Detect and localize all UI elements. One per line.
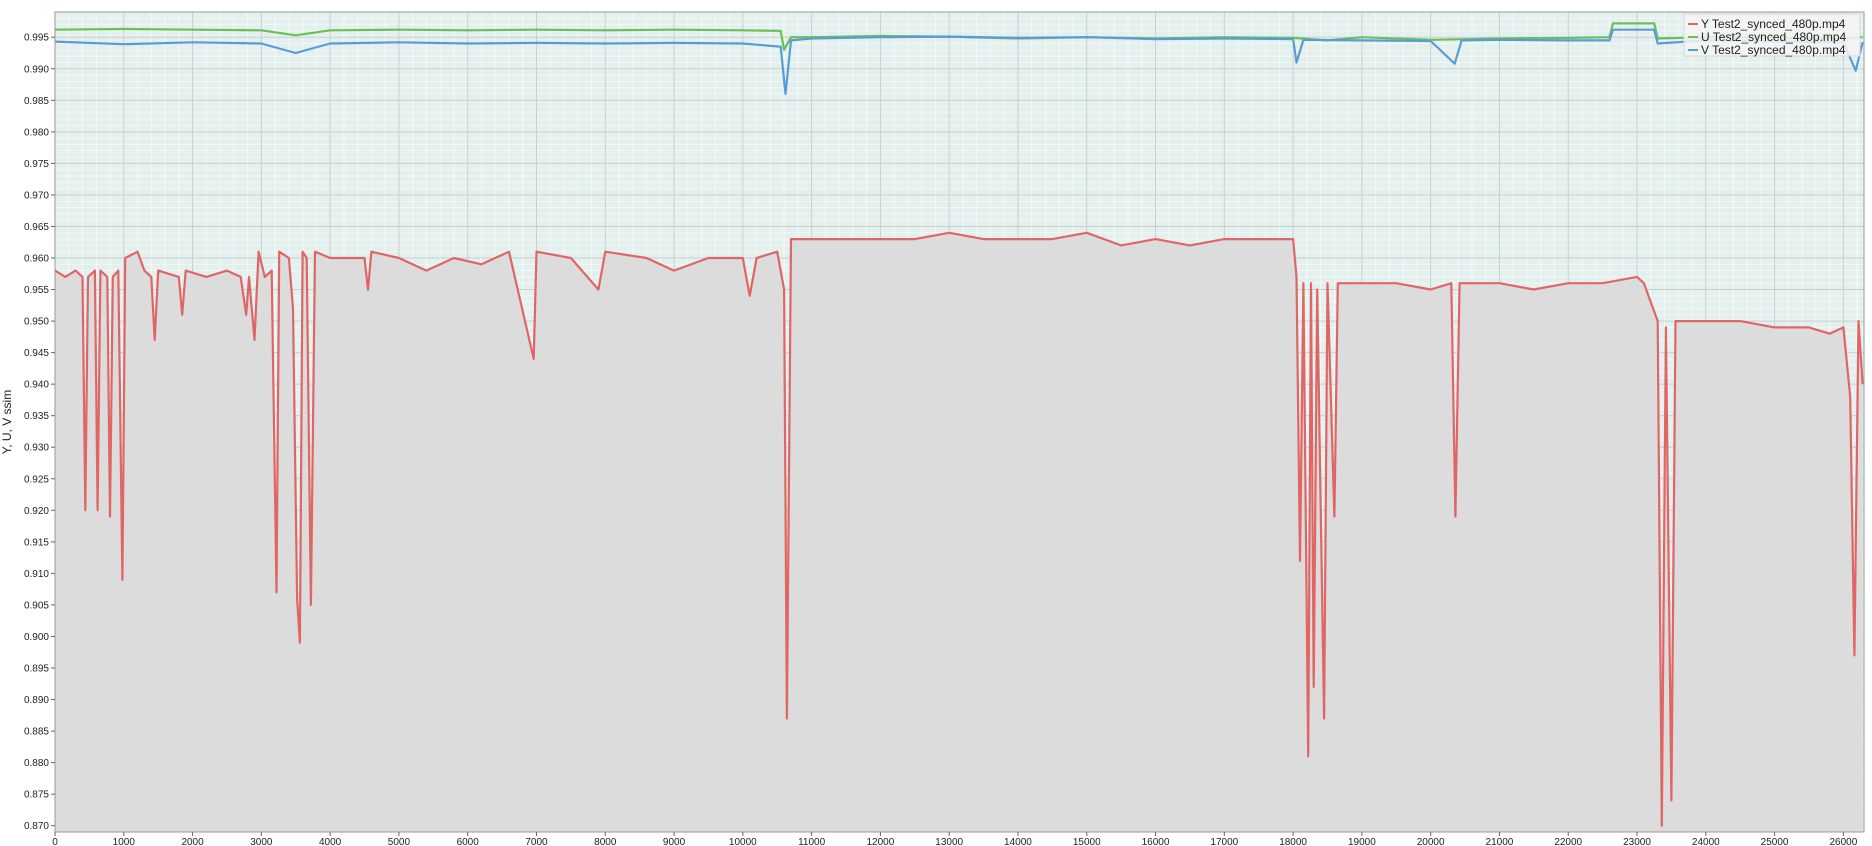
y-tick-label: 0.880 — [24, 758, 49, 769]
y-tick-label: 0.935 — [24, 411, 49, 422]
y-tick-label: 0.915 — [24, 537, 49, 548]
x-tick-label: 20000 — [1417, 837, 1445, 846]
x-tick-label: 24000 — [1692, 837, 1720, 846]
x-tick-label: 6000 — [457, 837, 480, 846]
y-tick-label: 0.985 — [24, 96, 49, 107]
x-tick-label: 4000 — [319, 837, 342, 846]
legend-item-label[interactable]: Y Test2_synced_480p.mp4 — [1701, 17, 1846, 31]
x-tick-label: 15000 — [1073, 837, 1101, 846]
legend-box — [1683, 13, 1861, 57]
y-series-area — [55, 232, 1863, 833]
y-axis-title: Y, U, V ssim — [0, 390, 14, 454]
v-series-line — [54, 28, 1864, 96]
x-tick-label: 7000 — [525, 837, 548, 846]
x-tick-label: 11000 — [798, 837, 826, 846]
x-tick-label: 2000 — [181, 837, 204, 846]
y-tick-label: 0.900 — [24, 632, 49, 643]
x-tick-label: 14000 — [1004, 837, 1032, 846]
x-tick-label: 0 — [52, 837, 58, 846]
y-tick-label: 0.970 — [24, 190, 49, 201]
x-tick-label: 13000 — [935, 837, 963, 846]
y-tick-label: 0.950 — [24, 317, 49, 328]
y-tick-label: 0.960 — [24, 254, 49, 265]
y-tick-label: 0.965 — [24, 222, 49, 233]
x-tick-label: 22000 — [1554, 837, 1582, 846]
x-tick-label: 10000 — [729, 837, 757, 846]
legend-item-label[interactable]: U Test2_synced_480p.mp4 — [1701, 30, 1847, 44]
x-tick-label: 1000 — [113, 837, 136, 846]
x-tick-label: 21000 — [1486, 837, 1514, 846]
x-tick-label: 12000 — [866, 837, 894, 846]
y-tick-label: 0.995 — [24, 33, 49, 44]
x-tick-label: 19000 — [1348, 837, 1376, 846]
y-tick-label: 0.870 — [24, 821, 49, 832]
x-axis-ticks: 0 1000 2000 3000 4000 5000 6000 7000 8000 9000 100… — [52, 832, 1858, 846]
y-axis-ticks: 0.870 0.875 0.880 0.885 0.890 0.895 0.900 0.905… — [24, 33, 55, 832]
x-tick-label: 3000 — [250, 837, 273, 846]
y-tick-label: 0.980 — [24, 127, 49, 138]
y-tick-label: 0.930 — [24, 443, 49, 454]
x-tick-label: 17000 — [1210, 837, 1238, 846]
x-tick-label: 18000 — [1279, 837, 1307, 846]
y-tick-label: 0.905 — [24, 600, 49, 611]
x-tick-label: 9000 — [663, 837, 686, 846]
legend-item-label[interactable]: V Test2_synced_480p.mp4 — [1701, 43, 1846, 57]
y-tick-label: 0.875 — [24, 790, 49, 801]
y-tick-label: 0.955 — [24, 285, 49, 296]
y-tick-label: 0.885 — [24, 727, 49, 738]
y-tick-label: 0.890 — [24, 695, 49, 706]
y-tick-label: 0.895 — [24, 664, 49, 675]
y-tick-label: 0.910 — [24, 569, 49, 580]
series-layer — [54, 22, 1864, 833]
x-tick-label: 5000 — [388, 837, 411, 846]
y-tick-label: 0.990 — [24, 64, 49, 75]
y-tick-label: 0.940 — [24, 380, 49, 391]
x-tick-label: 25000 — [1761, 837, 1789, 846]
y-series-line — [54, 231, 1864, 827]
y-tick-label: 0.925 — [24, 474, 49, 485]
y-tick-label: 0.945 — [24, 348, 49, 359]
y-tick-label: 0.975 — [24, 159, 49, 170]
plot-border — [54, 11, 1865, 833]
axes — [54, 11, 1865, 833]
x-tick-label: 26000 — [1829, 837, 1857, 846]
x-tick-label: 16000 — [1142, 837, 1170, 846]
x-tick-label: 8000 — [594, 837, 617, 846]
x-tick-label: 23000 — [1623, 837, 1651, 846]
y-tick-label: 0.920 — [24, 506, 49, 517]
